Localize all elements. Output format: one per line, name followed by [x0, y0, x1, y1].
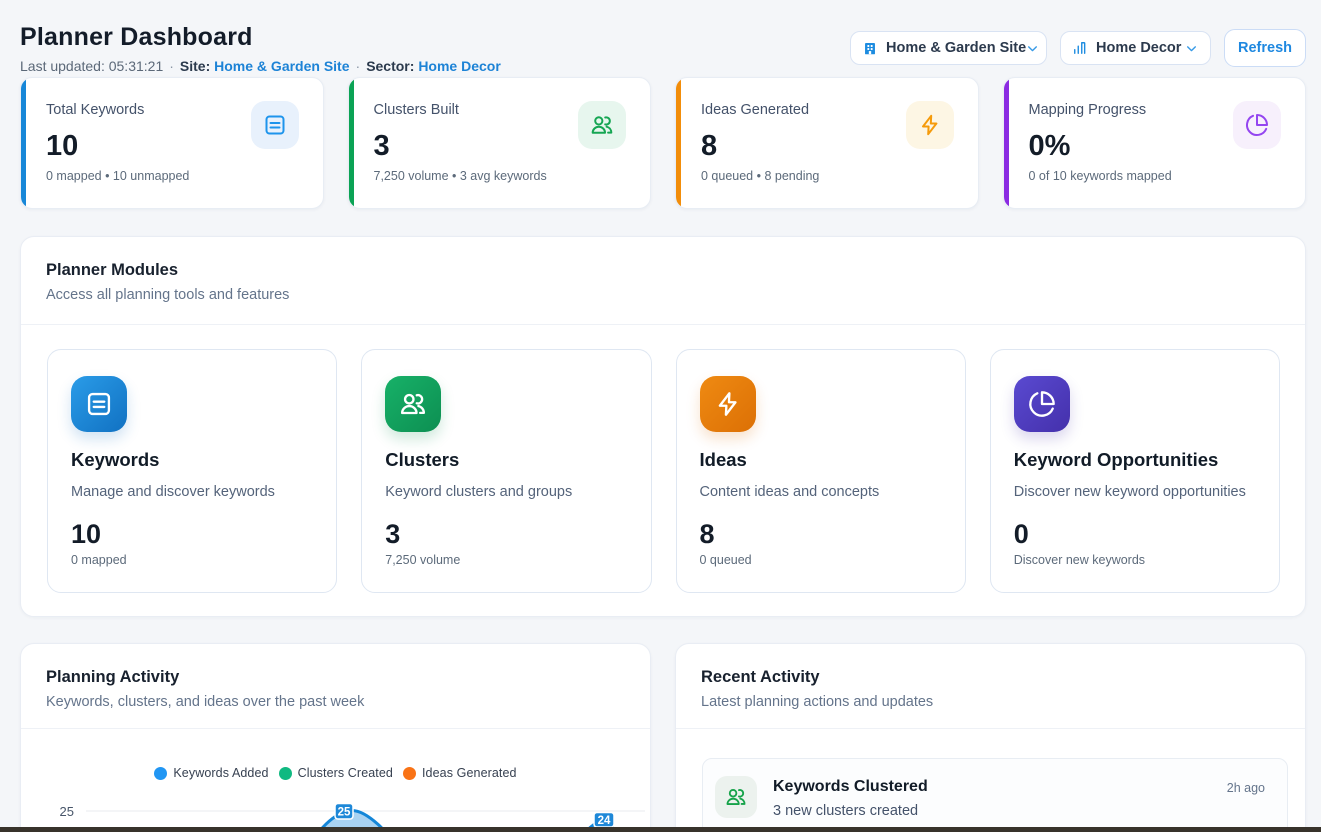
svg-text:25: 25 [338, 807, 351, 819]
svg-text:24: 24 [598, 815, 611, 827]
svg-text:25: 25 [60, 804, 74, 819]
